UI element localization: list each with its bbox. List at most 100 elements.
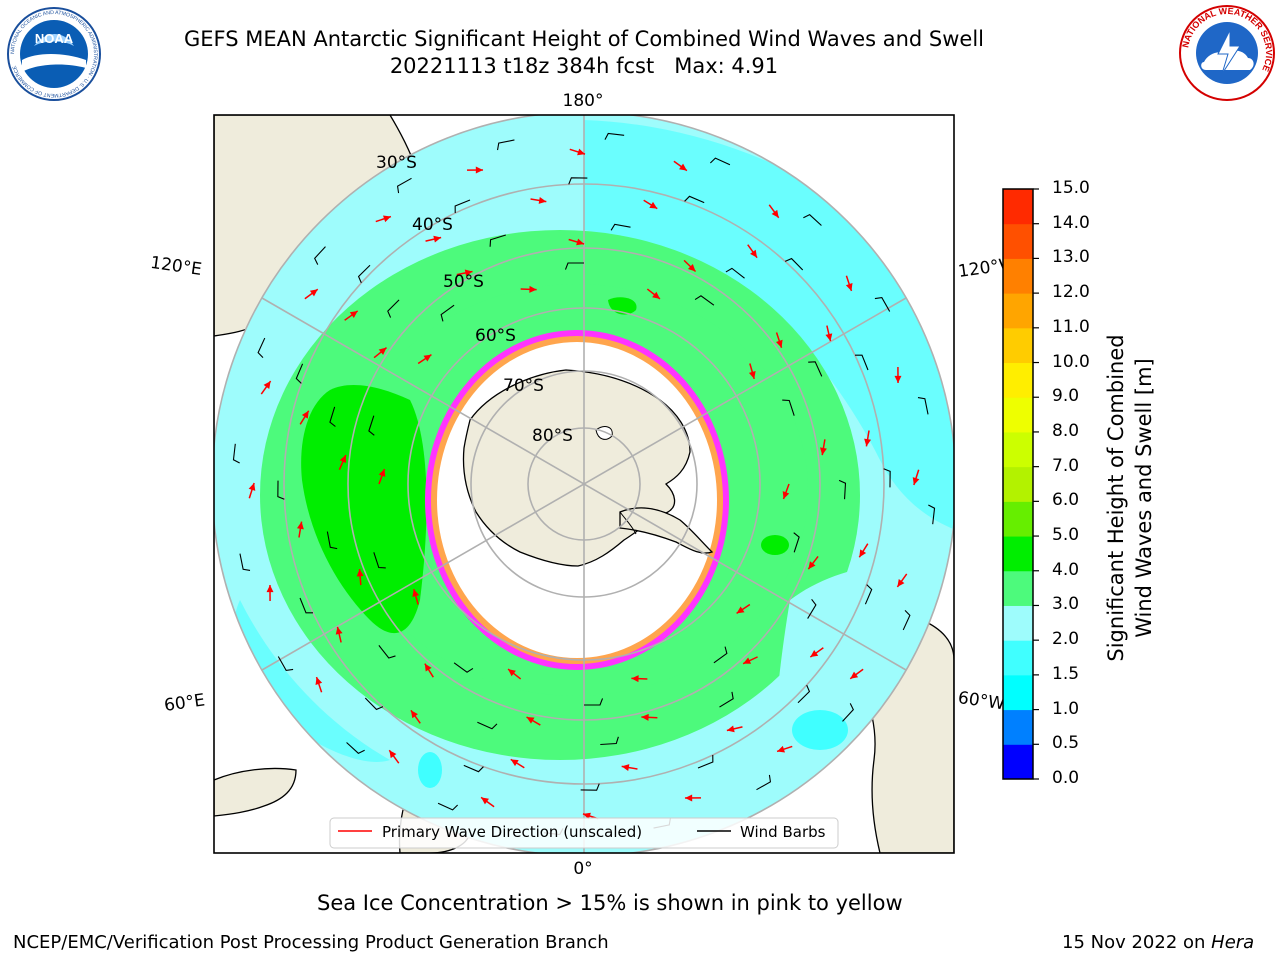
wind-barb: [756, 774, 772, 791]
map-legend: Primary Wave Direction (unscaled) Wind B…: [329, 817, 839, 849]
wind-barb: [902, 609, 911, 631]
wind-barb: [453, 662, 474, 673]
colorbar-segment: [1003, 362, 1033, 398]
colorbar-tick-label: 4.0: [1052, 559, 1080, 580]
wind-barb: [326, 531, 338, 550]
wave-arrow-head: [771, 209, 779, 218]
wave-arrow-head: [782, 491, 790, 500]
wave-arrow-head: [356, 569, 364, 577]
wave-arrow-head: [349, 310, 358, 318]
colorbar-tick-label: 9.0: [1052, 386, 1080, 407]
map-title: GEFS MEAN Antarctic Significant Height o…: [183, 27, 985, 51]
wind-barb: [713, 646, 728, 664]
colorbar-tick-label: 1.5: [1052, 663, 1080, 684]
colorbar-segment: [1003, 605, 1033, 641]
colorbar-tick-label: 5.0: [1052, 525, 1080, 546]
land-africa: [214, 767, 297, 817]
wind-barb: [357, 264, 371, 284]
wind-barb: [684, 195, 705, 204]
lon-label-0: 0°: [573, 859, 592, 879]
wind-barb: [396, 177, 412, 194]
wave-arrow-head: [339, 455, 347, 464]
wind-barb: [277, 656, 294, 672]
colorbar-tick-label: 1.0: [1052, 698, 1080, 719]
wind-barb: [803, 214, 822, 226]
wind-barb: [277, 480, 285, 500]
wind-barb: [463, 764, 484, 773]
wind-barb: [797, 684, 811, 704]
wind-barb: [600, 736, 619, 746]
wave-arrow-head: [825, 333, 833, 342]
colorbar-tick-label: 12.0: [1052, 282, 1090, 303]
wave-arrow-head: [894, 375, 902, 384]
wave-arrow-head: [726, 725, 735, 733]
legend-wave-label: Primary Wave Direction (unscaled): [382, 823, 642, 841]
wave-arrow-head: [864, 438, 872, 447]
wave-arrow-head: [621, 764, 630, 772]
wave-arrow-head: [576, 238, 585, 246]
colorbar-segment: [1003, 674, 1033, 711]
wave-arrow-head: [577, 148, 586, 156]
wave-arrow-head: [897, 579, 905, 587]
colorbar-tick-label: 10.0: [1052, 351, 1090, 372]
wind-barb: [295, 363, 304, 384]
wave-arrow-head: [687, 264, 696, 272]
wave-arrow-head: [845, 283, 853, 291]
wind-barb: [793, 532, 800, 553]
colorbar-tick-label: 0.5: [1052, 733, 1080, 754]
wind-barb: [232, 443, 240, 464]
wave-arrow-head: [684, 794, 693, 802]
wind-barb: [883, 468, 891, 488]
wave-arrow-head: [433, 235, 442, 243]
wave-arrow-head: [412, 589, 420, 597]
lat-label-80s: 80°S: [532, 426, 573, 446]
wind-barb: [368, 415, 375, 436]
wave-arrow-head: [777, 745, 785, 753]
wave-arrow-head: [389, 750, 397, 759]
wave-arrow-head: [859, 549, 867, 558]
wave-arrow-head: [266, 584, 274, 593]
wave-arrow-head: [750, 249, 758, 258]
wind-barb: [855, 354, 869, 371]
lat-label-70s: 70°S: [503, 376, 544, 396]
wind-barb: [437, 802, 459, 811]
wave-arrow-head: [743, 657, 752, 664]
noaa-logo-icon: NOAA NATIONAL OCEANIC AND ATMOSPHERIC AD…: [7, 7, 101, 101]
wind-barb: [874, 296, 891, 312]
lat-label-60s: 60°S: [475, 326, 516, 346]
wave-arrow-head: [808, 561, 816, 570]
colorbar-tick-label: 3.0: [1052, 594, 1080, 615]
wind-barb: [497, 139, 515, 151]
lon-label-60e: 60°E: [163, 690, 206, 715]
wave-arrow-head: [526, 717, 535, 724]
wave-arrow-head: [529, 285, 537, 293]
colorbar-tick-label: 2.0: [1052, 629, 1080, 650]
sea-ice-caption: Sea Ice Concentration > 15% is shown in …: [317, 891, 903, 915]
wave-arrow-head: [475, 166, 484, 174]
wind-barb: [454, 199, 471, 213]
colorbar-segment: [1003, 570, 1033, 606]
wave-arrow-head: [631, 675, 639, 683]
wind-barb: [842, 703, 854, 722]
colorbar-tick-label: 15.0: [1052, 178, 1090, 198]
colorbar-tick-label: 11.0: [1052, 316, 1090, 337]
wave-arrow-head: [748, 371, 756, 379]
lon-label-60w: 60°W: [957, 688, 1006, 714]
wave-arrow-head: [641, 713, 649, 721]
colorbar-segment: [1003, 327, 1033, 364]
wave-arrow-head: [820, 447, 827, 456]
wind-barb: [808, 361, 823, 377]
wind-barb: [364, 697, 384, 711]
wave-arrow-head: [464, 269, 473, 277]
colorbar-segment: [1003, 709, 1033, 745]
lat-label-50s: 50°S: [443, 272, 484, 292]
colorbar-tick-label: 14.0: [1052, 212, 1090, 233]
wind-barb: [257, 337, 266, 359]
wave-arrow-head: [378, 347, 387, 355]
wind-barb: [299, 597, 313, 614]
wind-barb: [329, 406, 336, 427]
footer-date: 15 Nov 2022 on Hera: [1062, 932, 1255, 953]
colorbar-tick-label: 6.0: [1052, 490, 1080, 511]
wave-arrow-head: [649, 201, 658, 209]
